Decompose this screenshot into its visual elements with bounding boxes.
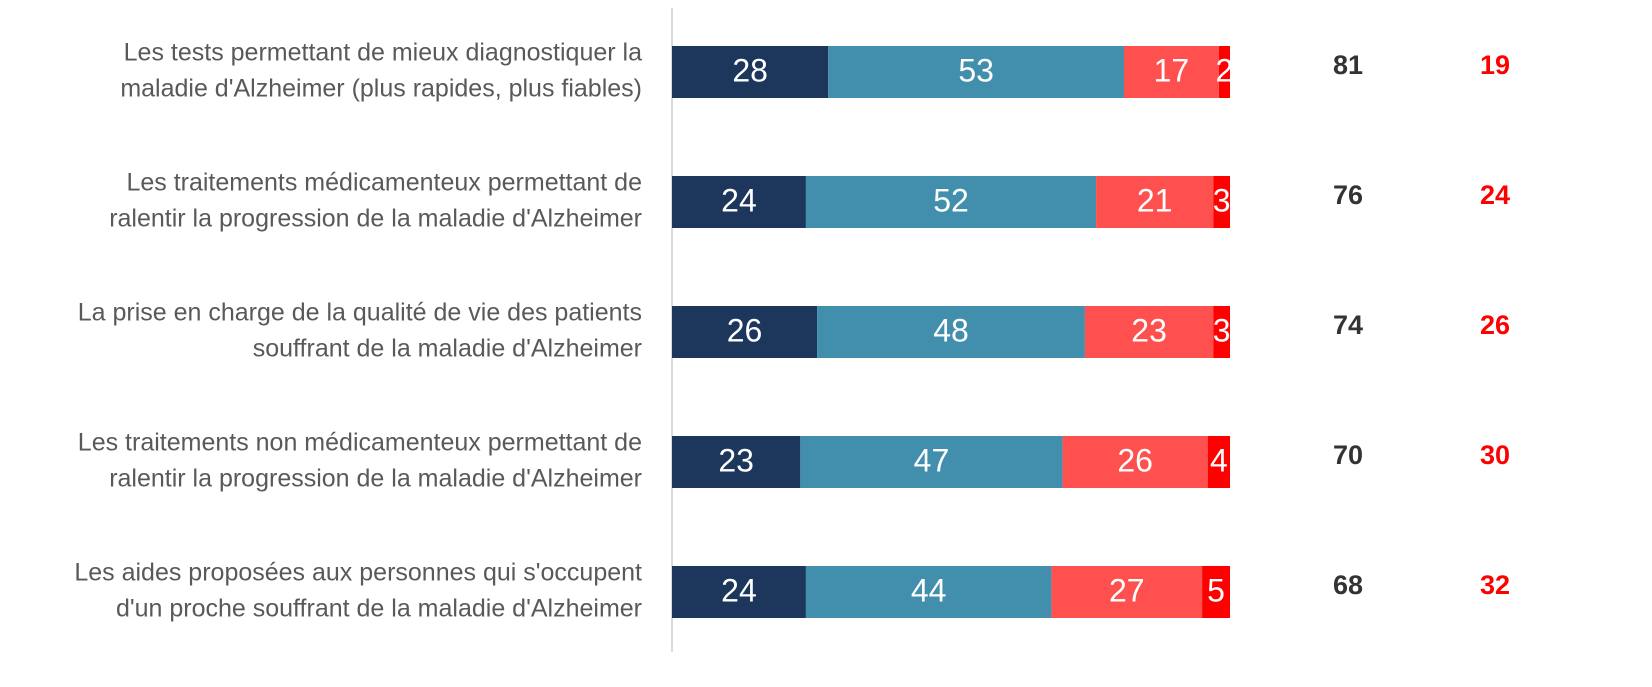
bar-segment	[828, 46, 1124, 98]
positive-total: 70	[1333, 440, 1363, 470]
value-label: 23	[718, 442, 754, 478]
bar-segment	[1213, 176, 1230, 228]
category-label: Les aides proposées aux personnes qui s'…	[74, 559, 642, 587]
value-label: 52	[933, 182, 969, 218]
bar-segment	[672, 436, 801, 488]
positive-total: 68	[1333, 570, 1363, 600]
bar-segment	[805, 176, 1097, 228]
category-label: souffrant de la maladie d'Alzheimer	[253, 335, 642, 363]
category-label: ralentir la progression de la maladie d'…	[109, 465, 642, 493]
value-label: 44	[911, 572, 947, 608]
bar-segment	[817, 306, 1085, 358]
negative-total: 30	[1480, 440, 1510, 470]
bar-segment	[672, 46, 829, 98]
bar-segment	[1202, 566, 1230, 618]
bar-segment	[1207, 436, 1230, 488]
bar-segment	[1062, 436, 1208, 488]
category-label: d'un proche souffrant de la maladie d'Al…	[116, 595, 642, 623]
negative-total: 19	[1480, 50, 1510, 80]
category-label: Les traitements non médicamenteux permet…	[78, 429, 642, 457]
value-label: 53	[958, 52, 994, 88]
bar-segment	[805, 566, 1052, 618]
positive-total: 74	[1333, 310, 1363, 340]
positive-total: 81	[1333, 50, 1363, 80]
bar-segment	[672, 176, 806, 228]
value-label: 24	[721, 182, 757, 218]
value-label: 17	[1154, 52, 1190, 88]
bar-segment	[1084, 306, 1214, 358]
category-label: La prise en charge de la qualité de vie …	[78, 299, 642, 327]
bar-segment	[1123, 46, 1219, 98]
bar-segment	[800, 436, 1063, 488]
value-label: 48	[933, 312, 969, 348]
negative-total: 26	[1480, 310, 1510, 340]
bar-segment	[1218, 46, 1230, 98]
bar-segment	[672, 306, 818, 358]
value-label: 21	[1137, 182, 1173, 218]
value-label: 5	[1207, 572, 1225, 608]
value-label: 3	[1213, 182, 1231, 218]
category-label: Les tests permettant de mieux diagnostiq…	[124, 39, 642, 67]
bar-segment	[1213, 306, 1230, 358]
negative-total: 24	[1480, 180, 1510, 210]
value-label: 28	[732, 52, 768, 88]
value-label: 24	[721, 572, 757, 608]
value-label: 26	[727, 312, 763, 348]
value-label: 4	[1210, 442, 1228, 478]
positive-total: 76	[1333, 180, 1363, 210]
value-label: 26	[1117, 442, 1153, 478]
value-label: 47	[914, 442, 950, 478]
value-label: 27	[1109, 572, 1145, 608]
value-label: 23	[1131, 312, 1167, 348]
bar-segment	[1096, 176, 1214, 228]
bar-segment	[672, 566, 806, 618]
category-label: ralentir la progression de la maladie d'…	[109, 205, 642, 233]
value-label: 2	[1216, 52, 1234, 88]
negative-total: 32	[1480, 570, 1510, 600]
category-label: Les traitements médicamenteux permettant…	[126, 169, 642, 197]
category-label: maladie d'Alzheimer (plus rapides, plus …	[120, 75, 642, 103]
value-label: 3	[1213, 312, 1231, 348]
bar-segment	[1051, 566, 1203, 618]
